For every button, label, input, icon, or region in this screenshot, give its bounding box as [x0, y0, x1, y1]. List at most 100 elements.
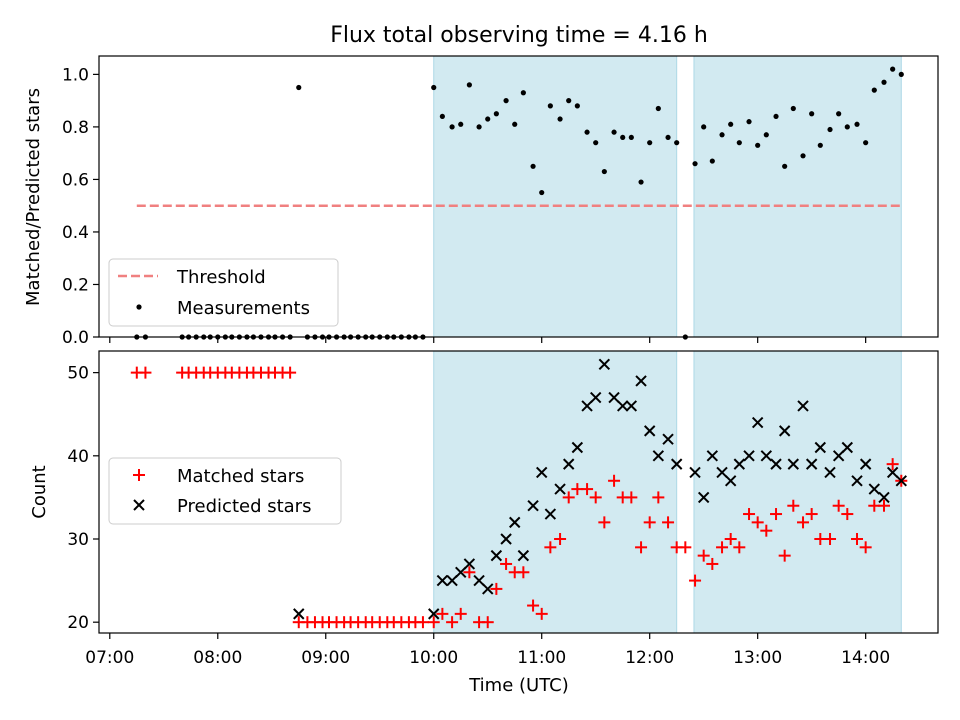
x-tick-label: 13:00 [733, 648, 782, 668]
predicted-star-point [482, 583, 494, 595]
measurement-point [701, 124, 707, 130]
bottom-y-axis-label: Count [29, 465, 50, 518]
measurement-point [620, 134, 626, 141]
measurement-point [566, 98, 572, 104]
bottom-star-counts [130, 358, 908, 629]
observing-window [433, 350, 678, 634]
matched-star-point [527, 599, 540, 612]
measurement-point [449, 124, 455, 130]
x-tick-label: 07:00 [85, 648, 134, 668]
matched-star-point [139, 366, 152, 379]
y-tick-label: 30 [67, 530, 89, 550]
predicted-star-point [895, 475, 907, 487]
matched-star-point [679, 541, 692, 554]
predicted-star-point [490, 549, 503, 562]
bottom-axes-frame [98, 350, 939, 634]
y-tick-label: 1.0 [62, 65, 89, 85]
matched-star-point [608, 474, 621, 487]
measurement-point [844, 124, 850, 130]
predicted-star-point [697, 491, 710, 504]
bottom-x-axis: 07:00 08:00 09:00 10:00 11:00 12:00 13:00 14:00 [85, 633, 890, 668]
predicted-star-point [608, 391, 620, 404]
matched-legend-swatch [133, 469, 145, 481]
top-observing-windows [433, 55, 902, 338]
predicted-star-point [743, 450, 755, 462]
observing-window [693, 350, 902, 634]
predicted-star-point [868, 483, 880, 495]
threshold-legend-label: Threshold [176, 267, 266, 288]
measurement-point [755, 142, 761, 148]
measurement-point [692, 161, 698, 167]
predicted-star-point [589, 391, 602, 404]
bottom-legend: Matched stars Predicted stars [108, 457, 342, 525]
measurement-point [719, 132, 725, 138]
measurement-point [547, 103, 553, 109]
measurement-point [800, 153, 806, 159]
matched-star-point [416, 616, 429, 629]
predicted-star-point [851, 475, 863, 487]
predicted-star-point [778, 425, 791, 437]
matched-star-point [787, 499, 800, 512]
matched-star-point [446, 616, 459, 629]
top-y-axis: 0.0 0.2 0.4 0.6 0.8 1.0 [62, 65, 99, 348]
predicted-star-point [716, 466, 728, 479]
matched-star-point [743, 508, 756, 521]
predicted-star-point [814, 441, 827, 454]
predicted-star-point [670, 458, 683, 470]
matched-star-point [535, 607, 548, 620]
top-panel: 0.0 0.2 0.4 0.6 0.8 1.0 Matched/Predicted sta… [23, 55, 939, 348]
predicted-star-point [643, 425, 656, 437]
predicted-star-point [733, 458, 746, 470]
predicted-star-point [787, 458, 800, 470]
measurement-point [466, 82, 472, 88]
measurement-point [790, 105, 796, 112]
matched-star-point [284, 366, 297, 379]
matched-star-point [481, 616, 494, 629]
predicted-star-point [598, 358, 611, 371]
predicted-star-point [625, 400, 638, 412]
matched-star-point [589, 491, 602, 504]
predicted-star-point [455, 566, 467, 578]
measurement-point [557, 116, 563, 122]
predicted-star-point [824, 466, 836, 479]
observing-window [693, 55, 902, 338]
matched-star-point [733, 541, 746, 554]
measurement-point [296, 84, 302, 91]
top-legend: Threshold Measurements [108, 258, 339, 327]
measurement-point [458, 121, 464, 127]
measurement-point [584, 129, 590, 135]
predicted-star-point [581, 400, 593, 412]
measurement-point [593, 140, 599, 146]
predicted-star-point [652, 450, 665, 462]
x-tick-label: 08:00 [193, 648, 242, 668]
matched-star-point [878, 499, 891, 512]
matched-star-point [554, 533, 567, 545]
measurement-point [476, 124, 482, 130]
x-tick-label: 09:00 [301, 648, 350, 668]
predicted-star-point [760, 450, 773, 462]
measurement-point [655, 105, 661, 112]
matched-star-point [689, 574, 702, 587]
bottom-panel: 20 30 40 50 07:00 08:00 09:00 10:00 11:00 12:00 1… [29, 350, 939, 696]
matched-star-point [544, 541, 557, 554]
x-tick-label: 12:00 [625, 648, 674, 668]
predicted-star-point [428, 608, 440, 620]
matched-star-point [581, 483, 594, 496]
matched-star-point [805, 508, 818, 521]
predicted-star-point [859, 458, 872, 470]
measurement-point [493, 111, 499, 117]
y-tick-label: 0.0 [62, 328, 89, 348]
measurement-point [746, 119, 752, 125]
predicted-legend-label: Predicted stars [177, 496, 311, 517]
predicted-legend-swatch [133, 499, 145, 511]
predicted-star-point [841, 441, 854, 454]
matched-star-point [724, 533, 737, 545]
matched-star-point [706, 557, 719, 570]
measurement-point [709, 158, 715, 164]
matched-star-point [824, 533, 837, 545]
predicted-star-point [805, 458, 818, 470]
observing-window [433, 55, 678, 338]
matched-star-point [635, 541, 648, 554]
matched-star-point [697, 549, 710, 562]
predicted-star-point [662, 433, 674, 445]
